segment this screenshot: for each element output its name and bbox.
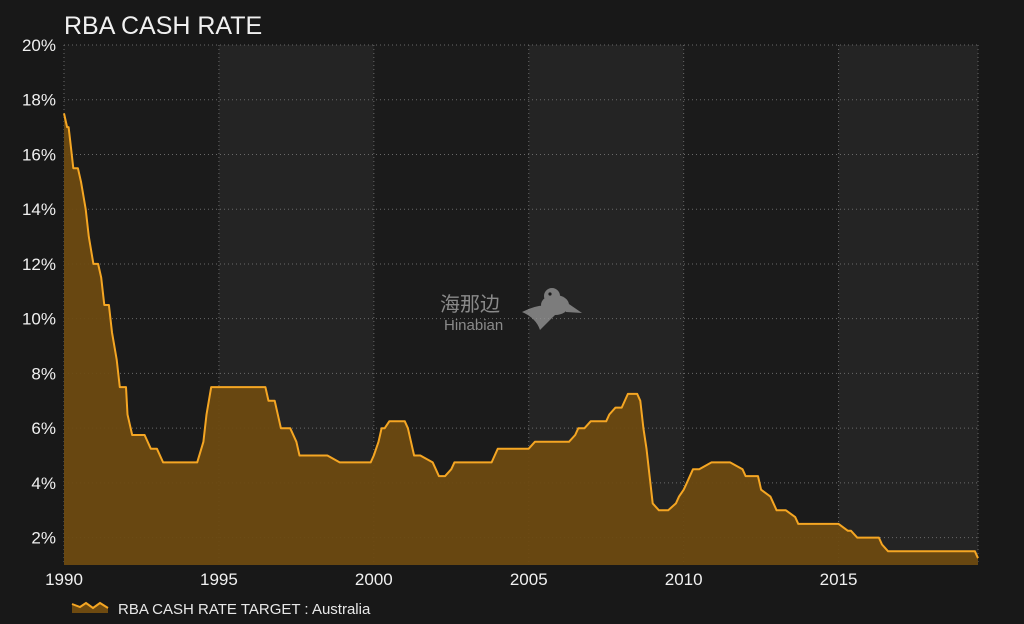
y-tick-label: 8% bbox=[31, 364, 56, 383]
y-tick-label: 12% bbox=[22, 255, 56, 274]
x-axis-ticks: 1990 1995 2000 2005 2010 2015 bbox=[45, 570, 857, 589]
watermark-subtext: Hinabian bbox=[444, 317, 503, 334]
legend-swatch-icon bbox=[71, 601, 109, 613]
x-tick-label: 2010 bbox=[665, 570, 703, 589]
bird-logo-icon bbox=[522, 288, 582, 330]
x-tick-label: 2015 bbox=[820, 570, 858, 589]
x-tick-label: 1990 bbox=[45, 570, 83, 589]
series-area bbox=[63, 113, 979, 566]
y-tick-label: 10% bbox=[22, 310, 56, 329]
series-area-fill bbox=[64, 113, 978, 566]
legend[interactable]: RBA CASH RATE TARGET : Australia bbox=[71, 601, 371, 618]
y-tick-label: 16% bbox=[22, 145, 56, 164]
watermark: 海那边 Hinabian bbox=[440, 288, 582, 334]
legend-label: RBA CASH RATE TARGET : Australia bbox=[118, 601, 371, 618]
x-tick-label: 2005 bbox=[510, 570, 548, 589]
watermark-text: 海那边 bbox=[440, 292, 500, 316]
x-tick-label: 2000 bbox=[355, 570, 393, 589]
y-tick-label: 20% bbox=[22, 36, 56, 55]
y-tick-label: 2% bbox=[31, 529, 56, 548]
y-tick-label: 18% bbox=[22, 91, 56, 110]
series-line bbox=[63, 113, 979, 559]
y-tick-label: 4% bbox=[31, 474, 56, 493]
y-tick-label: 6% bbox=[31, 419, 56, 438]
y-tick-label: 14% bbox=[22, 200, 56, 219]
chart-title: RBA CASH RATE bbox=[64, 12, 262, 40]
year-band bbox=[838, 45, 978, 565]
x-tick-label: 1995 bbox=[200, 570, 238, 589]
y-axis-ticks: 2% 4% 6% 8% 10% 12% 14% 16% 18% 20% bbox=[22, 36, 56, 548]
